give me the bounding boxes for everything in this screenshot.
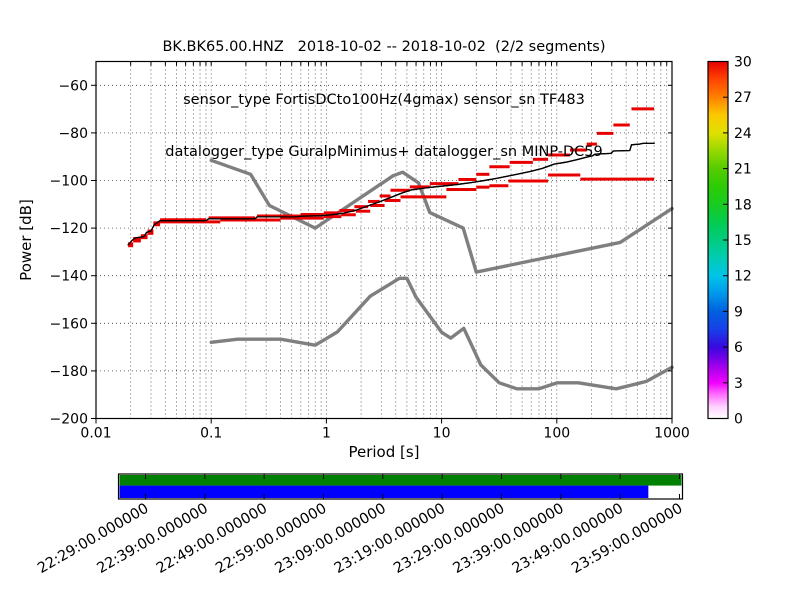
x-tick-label: 10 bbox=[433, 426, 451, 442]
colorbar-label: [%] bbox=[0, 0, 9, 400]
title-line-3: datalogger_type GuralpMinimus+ datalogge… bbox=[165, 144, 603, 160]
plot-frame bbox=[95, 60, 673, 420]
time-label: 22:39:00.000000 bbox=[94, 501, 210, 577]
time-label: 23:09:00.000000 bbox=[272, 501, 388, 577]
time-label: 22:29:00.000000 bbox=[35, 501, 151, 577]
y-tick-label: −60 bbox=[58, 78, 88, 94]
x-tick-label: 100 bbox=[543, 426, 570, 442]
colorbar-tick-label: 6 bbox=[734, 340, 743, 356]
y-tick-label: −160 bbox=[50, 316, 88, 332]
coverage-blue-bar bbox=[119, 485, 649, 498]
colorbar-tick-label: 24 bbox=[734, 126, 752, 142]
x-tick-label: 0.01 bbox=[80, 426, 111, 442]
x-tick-label: 0.1 bbox=[200, 426, 222, 442]
time-label: 22:49:00.000000 bbox=[154, 501, 270, 577]
colorbar-tick-label: 21 bbox=[734, 162, 752, 178]
y-tick-label: −180 bbox=[50, 364, 88, 380]
colorbar bbox=[708, 61, 728, 419]
time-label: 22:59:00.000000 bbox=[213, 501, 329, 577]
y-tick-label: −80 bbox=[58, 126, 88, 142]
psd-mean-line-overlay bbox=[127, 142, 655, 246]
colorbar-tick-label: 12 bbox=[734, 269, 752, 285]
colorbar-tick-label: 9 bbox=[734, 304, 743, 320]
y-axis-label: Power [dB] bbox=[17, 199, 35, 281]
time-label: 23:49:00.000000 bbox=[510, 501, 626, 577]
colorbar-tick-label: 0 bbox=[734, 412, 743, 428]
colorbar-tick-label: 15 bbox=[734, 233, 752, 249]
noise-model-low-NLNM-curve bbox=[209, 276, 674, 391]
y-tick-label: −100 bbox=[50, 174, 88, 190]
colorbar-tick-label: 27 bbox=[734, 90, 752, 106]
title-line-1: BK.BK65.00.HNZ 2018-10-02 -- 2018-10-02 … bbox=[162, 39, 606, 55]
coverage-frame bbox=[117, 473, 684, 500]
y-tick-label: −200 bbox=[50, 412, 88, 428]
time-label: 23:59:00.000000 bbox=[569, 501, 685, 577]
y-tick-label: −120 bbox=[50, 221, 88, 237]
y-tick-label: −140 bbox=[50, 269, 88, 285]
coverage-green-bar bbox=[119, 475, 682, 486]
noise-model-high-NHNM-curve bbox=[209, 158, 674, 274]
x-tick-label: 1000 bbox=[654, 426, 690, 442]
colorbar-tick-label: 3 bbox=[734, 376, 743, 392]
x-axis-label: Period [s] bbox=[348, 443, 420, 461]
colorbar-tick-label: 30 bbox=[734, 55, 752, 71]
axis-ticks bbox=[91, 61, 673, 424]
x-tick-label: 1 bbox=[322, 426, 331, 442]
time-label: 23:39:00.000000 bbox=[450, 501, 566, 577]
time-label: 23:29:00.000000 bbox=[391, 501, 507, 577]
colorbar-tick-label: 18 bbox=[734, 197, 752, 213]
title-line-2: sensor_type FortisDCto100Hz(4gmax) senso… bbox=[183, 91, 585, 108]
psd-lower-percentile-segments bbox=[128, 173, 655, 248]
title-block: BK.BK65.00.HNZ 2018-10-02 -- 2018-10-02 … bbox=[96, 4, 672, 197]
time-label: 23:19:00.000000 bbox=[332, 501, 448, 577]
